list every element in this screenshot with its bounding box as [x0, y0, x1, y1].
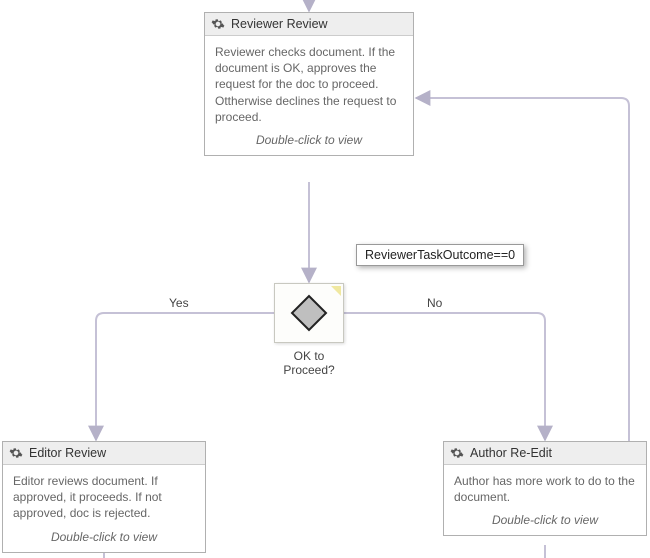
decision-box	[274, 283, 344, 343]
tooltip-text: ReviewerTaskOutcome==0	[365, 248, 515, 262]
node-hint: Double-click to view	[444, 509, 646, 535]
task-node-reviewer[interactable]: Reviewer Review Reviewer checks document…	[204, 12, 414, 156]
node-body: Editor reviews document. If approved, it…	[3, 465, 205, 526]
workflow-canvas: Reviewer Review Reviewer checks document…	[0, 0, 650, 558]
gear-icon	[211, 17, 225, 31]
breakpoint-marker-icon	[331, 286, 341, 296]
node-body: Author has more work to do to the docume…	[444, 465, 646, 509]
task-node-editor[interactable]: Editor Review Editor reviews document. I…	[2, 441, 206, 553]
node-header: Reviewer Review	[205, 13, 413, 36]
node-title: Editor Review	[29, 446, 106, 460]
task-node-author[interactable]: Author Re-Edit Author has more work to d…	[443, 441, 647, 536]
decision-label: OK to Proceed?	[274, 349, 344, 377]
node-header: Author Re-Edit	[444, 442, 646, 465]
gear-icon	[450, 446, 464, 460]
edge-label-yes: Yes	[169, 296, 189, 310]
node-body: Reviewer checks document. If the documen…	[205, 36, 413, 129]
node-header: Editor Review	[3, 442, 205, 465]
node-hint: Double-click to view	[3, 526, 205, 552]
edge-label-no: No	[427, 296, 442, 310]
node-title: Author Re-Edit	[470, 446, 552, 460]
condition-tooltip: ReviewerTaskOutcome==0	[356, 244, 524, 266]
diamond-icon	[291, 295, 328, 332]
node-title: Reviewer Review	[231, 17, 328, 31]
node-hint: Double-click to view	[205, 129, 413, 155]
decision-node[interactable]: OK to Proceed?	[274, 283, 344, 377]
gear-icon	[9, 446, 23, 460]
